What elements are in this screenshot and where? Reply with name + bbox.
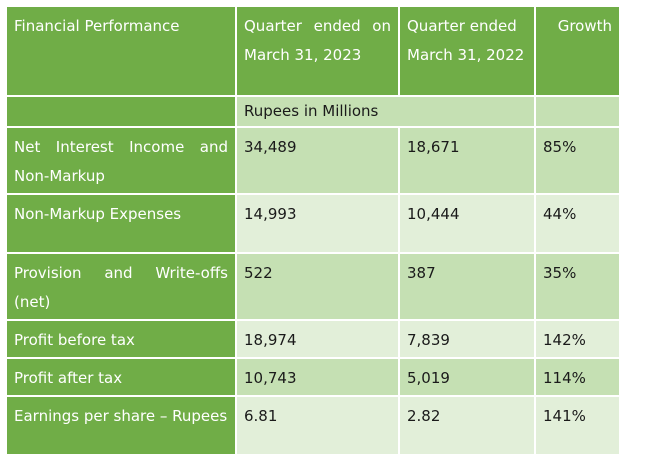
- row-label: Earnings per share – Rupees: [6, 396, 236, 455]
- financial-performance-table: Financial Performance Quarter ended on M…: [5, 5, 621, 456]
- value-growth: 141%: [535, 396, 620, 455]
- value-growth: 114%: [535, 358, 620, 396]
- units-row: Rupees in Millions: [6, 96, 620, 127]
- header-financial-performance: Financial Performance: [6, 6, 236, 96]
- header-growth: Growth: [535, 6, 620, 96]
- units-empty-cell: [6, 96, 236, 127]
- value-growth: 142%: [535, 320, 620, 358]
- table-row: Net Interest Income and Non-Markup 34,48…: [6, 127, 620, 194]
- value-growth: 44%: [535, 194, 620, 253]
- row-label: Profit after tax: [6, 358, 236, 396]
- value-2023: 522: [236, 253, 399, 320]
- value-2022: 7,839: [399, 320, 535, 358]
- units-empty-growth: [535, 96, 620, 127]
- table-row: Profit before tax 18,974 7,839 142%: [6, 320, 620, 358]
- value-2023: 10,743: [236, 358, 399, 396]
- value-2023: 6.81: [236, 396, 399, 455]
- row-label: Net Interest Income and Non-Markup: [6, 127, 236, 194]
- header-quarter-2023: Quarter ended on March 31, 2023: [236, 6, 399, 96]
- value-2022: 2.82: [399, 396, 535, 455]
- table-row: Non-Markup Expenses 14,993 10,444 44%: [6, 194, 620, 253]
- value-2022: 387: [399, 253, 535, 320]
- value-2022: 5,019: [399, 358, 535, 396]
- value-2023: 34,489: [236, 127, 399, 194]
- row-label: Non-Markup Expenses: [6, 194, 236, 253]
- table-row: Earnings per share – Rupees 6.81 2.82 14…: [6, 396, 620, 455]
- value-2022: 18,671: [399, 127, 535, 194]
- value-2022: 10,444: [399, 194, 535, 253]
- row-label: Profit before tax: [6, 320, 236, 358]
- value-2023: 14,993: [236, 194, 399, 253]
- units-label: Rupees in Millions: [236, 96, 535, 127]
- value-growth: 85%: [535, 127, 620, 194]
- row-label: Provision and Write-offs (net): [6, 253, 236, 320]
- table-row: Profit after tax 10,743 5,019 114%: [6, 358, 620, 396]
- value-2023: 18,974: [236, 320, 399, 358]
- table-row: Provision and Write-offs (net) 522 387 3…: [6, 253, 620, 320]
- header-quarter-2022: Quarter ended March 31, 2022: [399, 6, 535, 96]
- header-row: Financial Performance Quarter ended on M…: [6, 6, 620, 96]
- value-growth: 35%: [535, 253, 620, 320]
